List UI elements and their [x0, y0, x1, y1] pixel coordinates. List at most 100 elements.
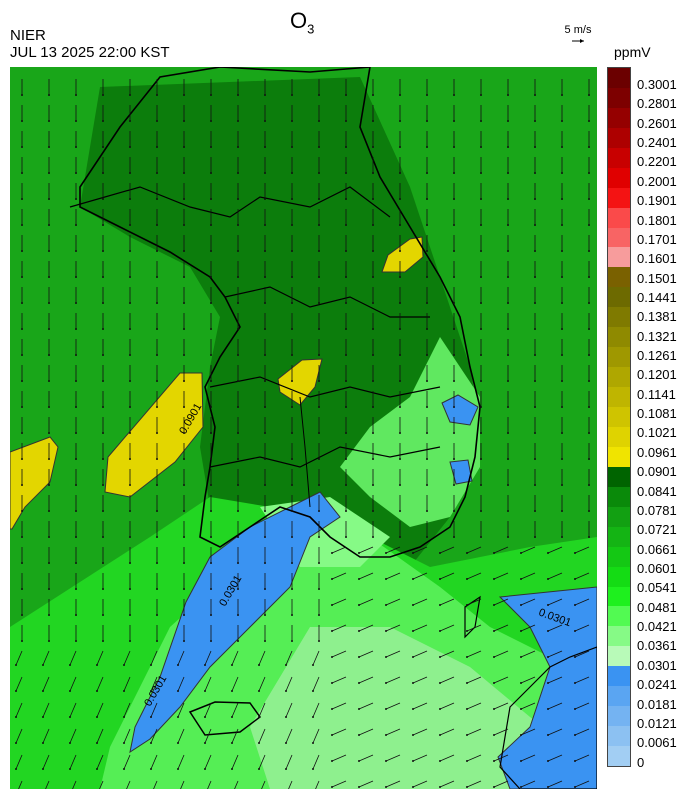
wind-arrow-head	[69, 690, 71, 692]
wind-arrow-head	[75, 588, 77, 590]
wind-arrow-head	[426, 406, 428, 408]
wind-arrow-head	[75, 172, 77, 174]
wind-arrow-head	[48, 588, 50, 590]
wind-arrow-head	[264, 354, 266, 356]
wind-arrow	[358, 702, 374, 710]
wind-arrow-head	[156, 536, 158, 538]
wind-arrow-head	[412, 786, 414, 788]
wind-arrow-head	[453, 250, 455, 252]
wind-arrow-head	[75, 484, 77, 486]
wind-arrow-head	[237, 250, 239, 252]
wind-arrow-head	[75, 94, 77, 96]
wind-arrow	[412, 754, 428, 762]
wind-arrow	[493, 728, 509, 736]
wind-arrow	[96, 754, 104, 770]
wind-arrow-head	[264, 406, 266, 408]
wind-arrow-head	[183, 432, 185, 434]
wind-arrow-head	[150, 664, 152, 666]
wind-arrow-head	[237, 536, 239, 538]
wind-arrow-head	[507, 458, 509, 460]
wind-arrow-head	[588, 276, 590, 278]
wind-arrow-head	[129, 380, 131, 382]
wind-arrow-head	[75, 614, 77, 616]
wind-arrow-head	[177, 664, 179, 666]
wind-arrow-head	[183, 640, 185, 642]
wind-arrow-head	[372, 172, 374, 174]
wind-arrow	[385, 702, 401, 710]
wind-arrow-head	[534, 172, 536, 174]
colorbar-tick-label: 0.0421	[637, 619, 677, 635]
wind-arrow-head	[507, 484, 509, 486]
wind-arrow-head	[345, 172, 347, 174]
wind-arrow	[42, 676, 50, 692]
wind-arrow-head	[561, 224, 563, 226]
wind-arrow-head	[291, 250, 293, 252]
wind-arrow-head	[264, 328, 266, 330]
wind-arrow-head	[183, 588, 185, 590]
wind-arrow-head	[345, 146, 347, 148]
wind-arrow-head	[372, 510, 374, 512]
colorbar-swatch	[608, 606, 630, 627]
wind-arrow-head	[520, 734, 522, 736]
colorbar-swatch	[608, 367, 630, 388]
wind-arrow	[547, 546, 563, 554]
wind-arrow	[493, 624, 509, 632]
wind-arrow	[358, 650, 374, 658]
wind-arrow	[42, 702, 50, 718]
wind-arrow	[466, 676, 482, 684]
wind-arrow-head	[210, 406, 212, 408]
wind-arrow	[123, 728, 131, 744]
colorbar-swatch	[608, 187, 630, 209]
colorbar-swatch	[608, 446, 630, 468]
wind-arrow-head	[561, 146, 563, 148]
colorbar-tick-label: 0.2001	[637, 173, 677, 189]
wind-arrow-head	[331, 630, 333, 632]
title-subscript: 3	[307, 21, 315, 37]
wind-arrow-head	[42, 690, 44, 692]
colorbar-tick-label: 0.1081	[637, 406, 677, 422]
wind-arrow-head	[210, 380, 212, 382]
wind-arrow-head	[358, 552, 360, 554]
wind-arrow	[466, 572, 482, 580]
wind-arrow-head	[358, 734, 360, 736]
colorbar-swatch	[608, 626, 630, 647]
wind-arrow-head	[588, 354, 590, 356]
wind-arrow-head	[21, 484, 23, 486]
wind-arrow-head	[318, 172, 320, 174]
wind-arrow-head	[426, 380, 428, 382]
wind-arrow-head	[399, 146, 401, 148]
wind-arrow-head	[15, 664, 17, 666]
wind-arrow-head	[588, 302, 590, 304]
wind-arrow	[177, 702, 185, 718]
wind-arrow-head	[102, 614, 104, 616]
wind-arrow-head	[21, 250, 23, 252]
wind-arrow-head	[588, 432, 590, 434]
wind-arrow-head	[426, 94, 428, 96]
wind-arrow-head	[183, 614, 185, 616]
wind-arrow	[439, 754, 455, 762]
colorbar-tick-label: 0.1901	[637, 193, 677, 209]
wind-vectors	[15, 79, 590, 789]
wind-arrow-head	[129, 302, 131, 304]
wind-arrow-head	[399, 328, 401, 330]
wind-arrow-head	[210, 302, 212, 304]
wind-arrow-head	[561, 198, 563, 200]
wind-arrow-head	[358, 682, 360, 684]
wind-arrow-head	[331, 656, 333, 658]
wind-arrow-head	[318, 224, 320, 226]
wind-arrow-head	[21, 562, 23, 564]
wind-arrow	[412, 702, 428, 710]
wind-arrow-head	[588, 224, 590, 226]
wind-arrow-head	[561, 432, 563, 434]
wind-arrow-head	[372, 354, 374, 356]
wind-arrow-head	[264, 484, 266, 486]
wind-arrow-head	[574, 630, 576, 632]
wind-arrow-head	[345, 380, 347, 382]
wind-arrow-head	[453, 146, 455, 148]
colorbar-tick-label: 0.0781	[637, 502, 677, 518]
wind-arrow-head	[507, 146, 509, 148]
wind-arrow-head	[264, 224, 266, 226]
wind-arrow	[153, 780, 158, 789]
wind-arrow-head	[264, 640, 266, 642]
colorbar-swatch	[608, 167, 630, 189]
